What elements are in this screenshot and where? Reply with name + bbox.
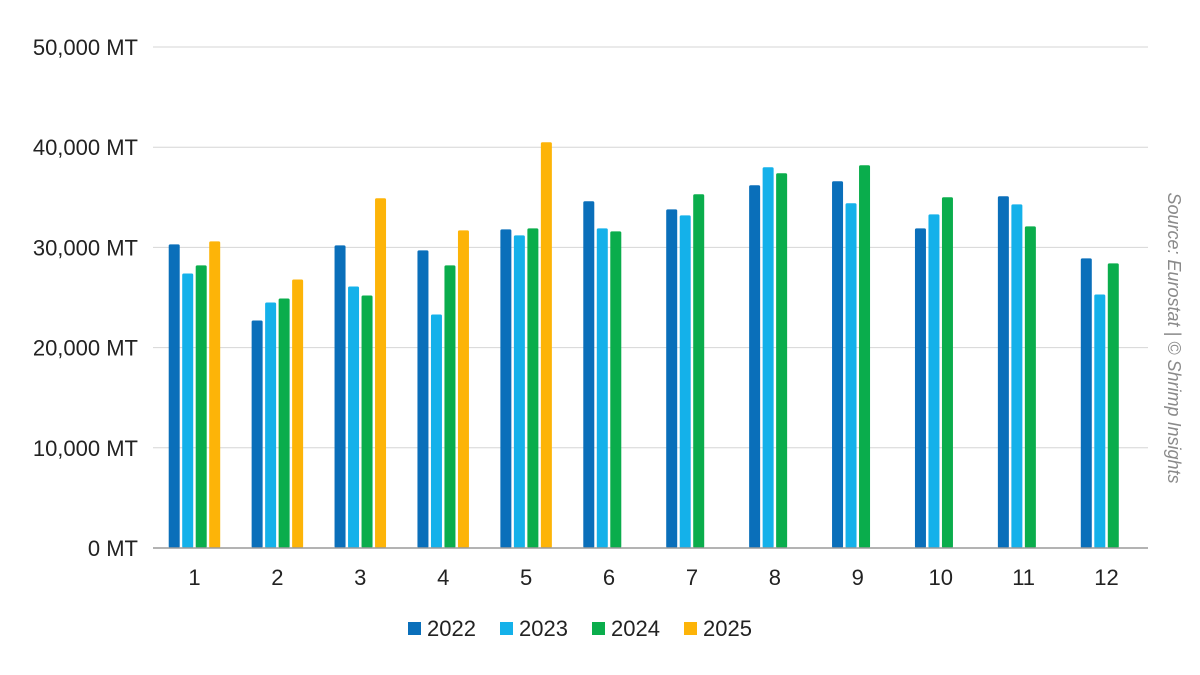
bar-2025-1: [209, 241, 221, 548]
bar-2022-6: [583, 201, 595, 549]
x-tick-label: 2: [271, 565, 283, 590]
bar-2024-10: [941, 197, 953, 549]
bar-2024-8: [776, 173, 788, 548]
legend-swatch-2023: [500, 622, 513, 635]
legend-swatch-2024: [592, 622, 605, 635]
bar-2023-6: [596, 228, 608, 548]
bar-2023-10: [928, 214, 940, 549]
bar-2023-4: [430, 314, 442, 548]
bar-2022-1: [168, 244, 180, 549]
bar-2025-4: [457, 230, 469, 548]
bar-2023-2: [265, 302, 277, 548]
x-tick-label: 11: [1012, 565, 1035, 590]
bar-2024-6: [610, 231, 622, 549]
legend-label-2025: 2025: [703, 616, 752, 641]
x-tick-label: 12: [1094, 565, 1118, 590]
legend-label-2022: 2022: [427, 616, 476, 641]
bar-2024-4: [444, 265, 456, 548]
bar-2023-12: [1094, 294, 1106, 548]
x-tick-label: 5: [520, 565, 532, 590]
bar-2022-5: [500, 229, 512, 548]
bar-2025-5: [540, 142, 552, 548]
bar-2022-8: [749, 185, 761, 548]
y-tick-labels: 0 MT 10,000 MT 20,000 MT 30,000 MT 40,000 MT…: [33, 35, 138, 561]
x-tick-labels: 1 2 3 4 5 6 7 8 9 10 11 12: [188, 565, 1118, 590]
bar-2023-8: [762, 167, 774, 549]
bar-2025-3: [375, 198, 387, 548]
y-tick-label: 40,000 MT: [33, 135, 138, 160]
bar-2023-3: [348, 286, 360, 548]
bar-2024-1: [195, 265, 207, 548]
bar-2022-12: [1080, 258, 1092, 548]
x-tick-label: 7: [686, 565, 698, 590]
bar-2024-2: [278, 298, 290, 548]
bar-2024-7: [693, 194, 705, 548]
bar-2022-9: [832, 181, 844, 548]
x-tick-label: 10: [928, 565, 952, 590]
bar-2022-4: [417, 250, 429, 548]
bars: [168, 142, 1119, 549]
bar-2023-7: [679, 215, 691, 548]
y-tick-label: 10,000 MT: [33, 436, 138, 461]
bar-2024-12: [1107, 263, 1119, 548]
bar-2024-5: [527, 228, 539, 548]
bar-2022-3: [334, 245, 346, 548]
x-tick-label: 3: [354, 565, 366, 590]
y-tick-label: 20,000 MT: [33, 336, 138, 361]
x-tick-label: 4: [437, 565, 449, 590]
bar-2023-11: [1011, 204, 1023, 548]
bar-2022-7: [666, 209, 678, 548]
gridlines: [153, 46, 1148, 449]
x-tick-label: 1: [188, 565, 200, 590]
bar-2023-1: [182, 273, 194, 548]
bar-2022-11: [997, 196, 1009, 548]
bar-2024-11: [1024, 226, 1036, 548]
x-tick-label: 9: [852, 565, 864, 590]
legend-label-2023: 2023: [519, 616, 568, 641]
x-tick-label: 6: [603, 565, 615, 590]
y-tick-label: 30,000 MT: [33, 235, 138, 260]
y-tick-label: 50,000 MT: [33, 35, 138, 60]
legend-swatch-2022: [408, 622, 421, 635]
x-tick-label: 8: [769, 565, 781, 590]
bar-2024-9: [859, 165, 871, 548]
bar-2023-9: [845, 203, 857, 548]
source-note: Source: Eurostat | © Shrimp Insights: [1164, 192, 1184, 483]
bar-2024-3: [361, 295, 373, 548]
bar-2025-2: [292, 279, 304, 548]
legend-label-2024: 2024: [611, 616, 660, 641]
bar-2023-5: [513, 235, 525, 548]
legend: 2022 2023 2024 2025: [408, 616, 752, 641]
bar-2022-10: [914, 228, 926, 548]
y-tick-label: 0 MT: [88, 536, 138, 561]
bar-2022-2: [251, 320, 263, 548]
legend-swatch-2025: [684, 622, 697, 635]
